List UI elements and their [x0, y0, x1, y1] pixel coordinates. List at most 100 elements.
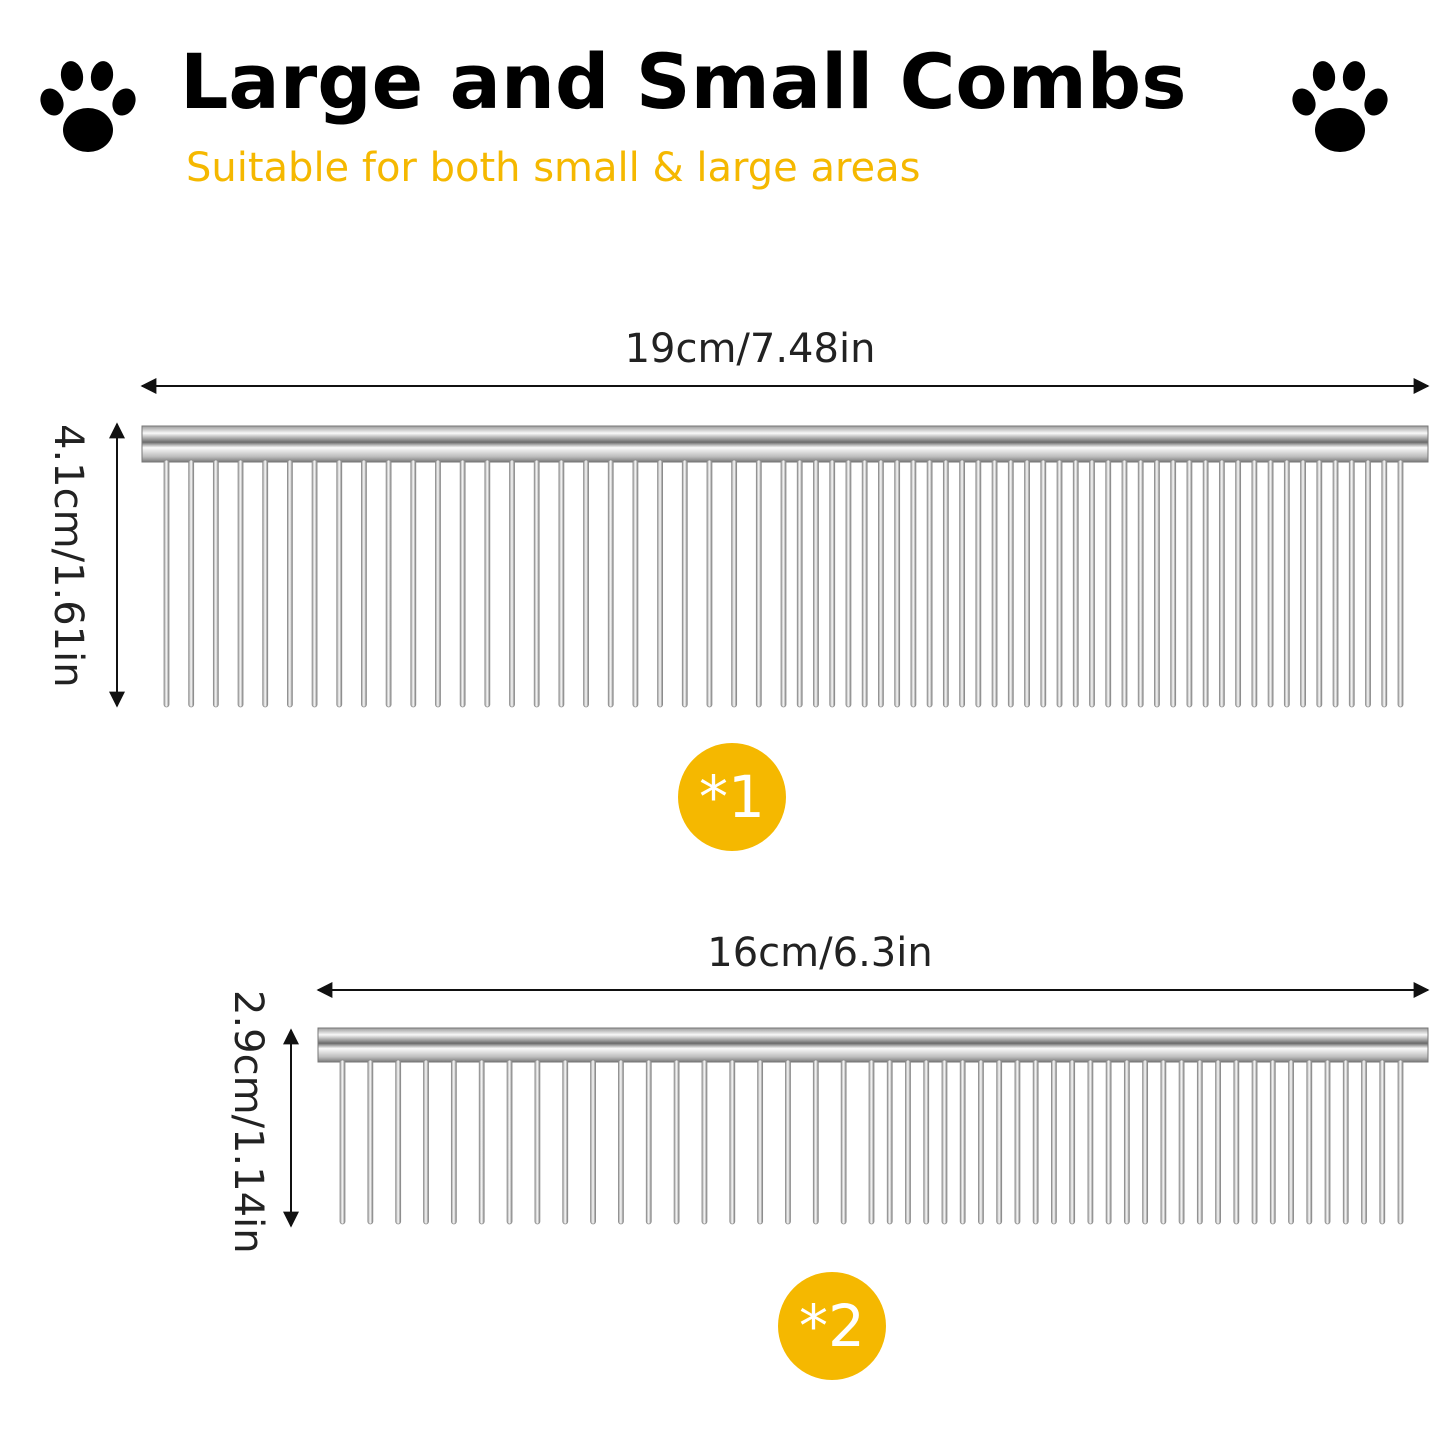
- comb-spine: [317, 1027, 1429, 1063]
- comb-tooth: [845, 459, 852, 708]
- comb-tooth: [1348, 459, 1355, 708]
- comb-tooth: [1316, 459, 1323, 708]
- comb-tooth: [1342, 1059, 1349, 1225]
- comb-tooth: [1032, 1059, 1039, 1225]
- comb-tooth: [959, 459, 966, 708]
- comb-tooth: [1123, 1059, 1130, 1225]
- comb-tooth: [780, 459, 787, 708]
- comb-tooth: [1121, 459, 1128, 708]
- page-title: Large and Small Combs: [180, 37, 1187, 126]
- comb-1: [141, 425, 1429, 708]
- comb-tooth: [188, 459, 195, 708]
- comb-tooth: [886, 1059, 893, 1225]
- comb-tooth: [562, 1059, 569, 1225]
- comb-tooth: [1178, 1059, 1185, 1225]
- comb-tooth: [861, 459, 868, 708]
- comb-tooth: [1007, 459, 1014, 708]
- comb-tooth: [681, 459, 688, 708]
- comb-tooth: [1069, 1059, 1076, 1225]
- comb-tooth: [645, 1059, 652, 1225]
- comb-tooth: [1332, 459, 1339, 708]
- comb-tooth: [1267, 459, 1274, 708]
- comb-tooth: [1196, 1059, 1203, 1225]
- comb-tooth: [905, 1059, 911, 1225]
- comb-tooth: [367, 1059, 374, 1225]
- comb-tooth: [1215, 1059, 1221, 1225]
- comb-tooth: [361, 459, 367, 708]
- comb-tooth: [395, 1059, 402, 1225]
- comb-tooth: [237, 459, 244, 708]
- comb-tooth: [706, 459, 713, 708]
- comb-tooth: [1379, 1059, 1386, 1225]
- comb-tooth: [1186, 459, 1193, 708]
- comb-tooth: [1324, 1059, 1331, 1225]
- comb-tooth: [926, 459, 933, 708]
- comb-tooth: [1202, 459, 1209, 708]
- comb-tooth: [1170, 459, 1177, 708]
- comb-tooth: [1251, 1059, 1258, 1225]
- comb-tooth: [1051, 1059, 1057, 1225]
- comb-tooth: [673, 1059, 680, 1225]
- paw-print-icon-right: [1292, 61, 1388, 152]
- comb-tooth: [1154, 459, 1160, 708]
- comb-tooth: [1251, 459, 1258, 708]
- comb-2-length-label: 16cm/6.3in: [707, 930, 933, 976]
- comb-tooth: [829, 459, 836, 708]
- comb-tooth: [894, 459, 901, 708]
- paw-print-icon-left: [40, 61, 136, 152]
- comb-tooth: [286, 459, 293, 708]
- comb-tooth: [755, 459, 762, 708]
- comb-tooth: [506, 1059, 513, 1225]
- comb-2-height-label: 2.9cm/1.14in: [225, 990, 271, 1254]
- comb-tooth: [450, 1059, 457, 1225]
- comb-tooth: [923, 1059, 930, 1225]
- comb-tooth: [534, 1059, 541, 1225]
- comb-tooth: [1288, 1059, 1294, 1225]
- comb-tooth: [385, 459, 392, 708]
- comb-tooth: [1089, 459, 1095, 708]
- comb-tooth: [1283, 459, 1290, 708]
- comb-tooth: [978, 1059, 984, 1225]
- comb-tooth: [1397, 459, 1404, 708]
- comb-tooth: [878, 459, 884, 708]
- comb-tooth: [1235, 459, 1242, 708]
- comb-tooth: [991, 459, 998, 708]
- comb-tooth: [423, 1059, 429, 1225]
- comb-tooth: [1361, 1059, 1367, 1225]
- comb-tooth: [868, 1059, 875, 1225]
- comb-2: [317, 1027, 1429, 1225]
- comb-tooth: [1056, 459, 1063, 708]
- comb-tooth: [975, 459, 982, 708]
- comb-tooth: [1233, 1059, 1240, 1225]
- comb-tooth: [1365, 459, 1371, 708]
- comb-tooth: [410, 459, 417, 708]
- comb-tooth: [435, 459, 441, 708]
- comb-tooth: [163, 459, 170, 708]
- comb-tooth: [212, 459, 219, 708]
- comb-tooth: [1040, 459, 1047, 708]
- quantity-badge-comb-2: *2: [778, 1272, 886, 1380]
- comb-tooth: [1142, 1059, 1149, 1225]
- comb-tooth: [1137, 459, 1144, 708]
- comb-tooth: [607, 459, 614, 708]
- comb-tooth: [590, 1059, 596, 1225]
- comb-tooth: [311, 459, 318, 708]
- comb-tooth: [1300, 459, 1306, 708]
- comb-tooth: [484, 459, 491, 708]
- comb-tooth: [618, 1059, 624, 1225]
- comb-tooth: [813, 459, 819, 708]
- comb-tooth: [1160, 1059, 1167, 1225]
- comb-tooth: [757, 1059, 764, 1225]
- comb-tooth: [941, 1059, 948, 1225]
- comb-tooth: [1397, 1059, 1404, 1225]
- comb-spine: [141, 425, 1429, 463]
- comb-tooth: [701, 1059, 708, 1225]
- comb-tooth: [1218, 459, 1225, 708]
- comb-tooth: [1381, 459, 1388, 708]
- comb-tooth: [796, 459, 803, 708]
- comb-tooth: [558, 459, 565, 708]
- comb-tooth: [996, 1059, 1003, 1225]
- comb-1-height-label: 4.1cm/1.61in: [45, 424, 91, 688]
- comb-tooth: [657, 459, 663, 708]
